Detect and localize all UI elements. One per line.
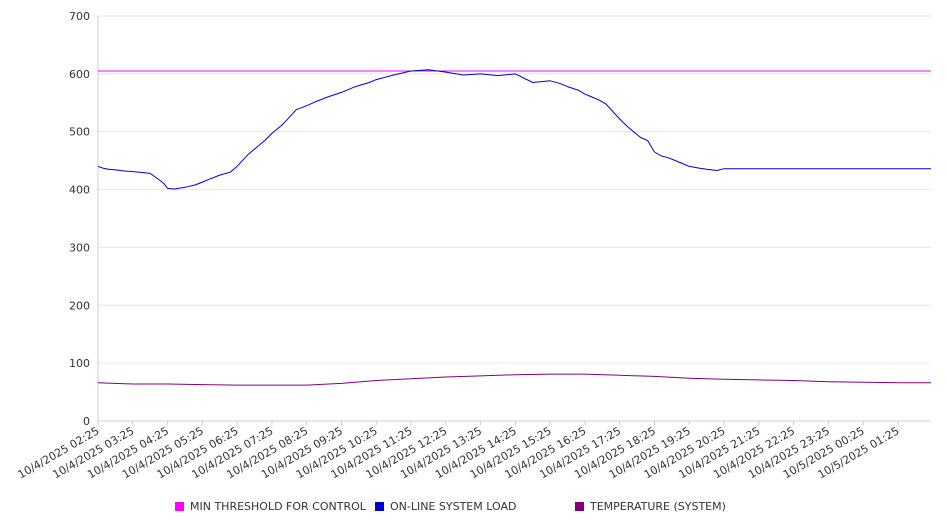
y-tick-label: 700 <box>69 10 90 23</box>
legend-item-min-threshold[interactable]: MIN THRESHOLD FOR CONTROL <box>175 498 366 514</box>
y-tick-label: 400 <box>69 184 90 197</box>
legend-swatch-min-threshold <box>175 501 184 511</box>
series-lines <box>97 69 931 386</box>
y-tick-label: 200 <box>69 299 90 312</box>
legend-swatch-system-load <box>375 501 384 511</box>
axes <box>97 16 931 425</box>
grid-lines <box>98 15 931 364</box>
series-line-system-load <box>97 69 931 190</box>
y-tick-label: 500 <box>69 126 90 139</box>
legend-label-system-load: ON-LINE SYSTEM LOAD <box>390 499 517 513</box>
legend-item-system-load[interactable]: ON-LINE SYSTEM LOAD <box>375 498 516 514</box>
y-tick-label: 600 <box>69 68 90 81</box>
legend-item-temperature[interactable]: TEMPERATURE (SYSTEM) <box>575 498 726 514</box>
y-tick-label: 0 <box>83 415 90 428</box>
series-line-temperature <box>97 373 931 386</box>
legend-label-temperature: TEMPERATURE (SYSTEM) <box>590 499 726 513</box>
y-tick-label: 100 <box>69 357 90 370</box>
y-tick-label: 300 <box>69 241 90 254</box>
legend-swatch-temperature <box>575 501 584 511</box>
y-tick-labels: 0 100 200 300 400 500 600 700 <box>69 10 90 428</box>
legend-label-min-threshold: MIN THRESHOLD FOR CONTROL <box>190 499 366 513</box>
